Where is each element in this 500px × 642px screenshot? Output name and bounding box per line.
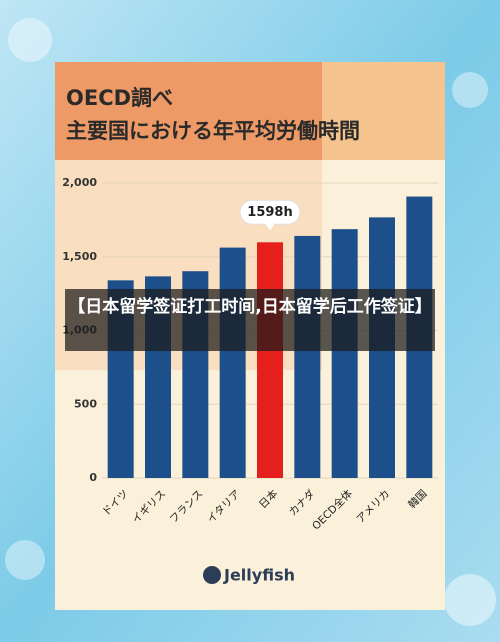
y-tick-label: 0	[89, 471, 97, 484]
chart-title: OECD調べ	[66, 86, 173, 110]
decoration	[8, 18, 52, 62]
y-tick-label: 2,000	[62, 176, 97, 189]
bar	[294, 235, 321, 478]
bar	[257, 242, 283, 478]
title-band-dark	[55, 62, 322, 160]
banner-box: 【日本留学签证打工时间,日本留学后工作签证】	[68, 297, 432, 317]
decoration	[5, 540, 45, 580]
data-label: 1598h	[247, 205, 292, 220]
logo-icon	[203, 566, 221, 584]
logo: Jellyfish	[223, 566, 295, 585]
decoration	[452, 72, 488, 108]
chart-subtitle: 主要国における年平均労働時間	[66, 119, 360, 143]
bar	[219, 247, 246, 478]
y-tick-label: 500	[74, 397, 97, 410]
banner-bg	[65, 289, 435, 351]
y-tick-label: 1,500	[62, 250, 97, 263]
plot: 05001,0001,5002,000ドイツイギリスフランスイタリア日本1598…	[62, 176, 438, 533]
label-pointer	[265, 223, 275, 231]
banner: 【日本留学签证打工时间,日本留学后工作签证】	[68, 297, 432, 317]
decoration	[444, 574, 496, 626]
bar	[331, 229, 358, 478]
